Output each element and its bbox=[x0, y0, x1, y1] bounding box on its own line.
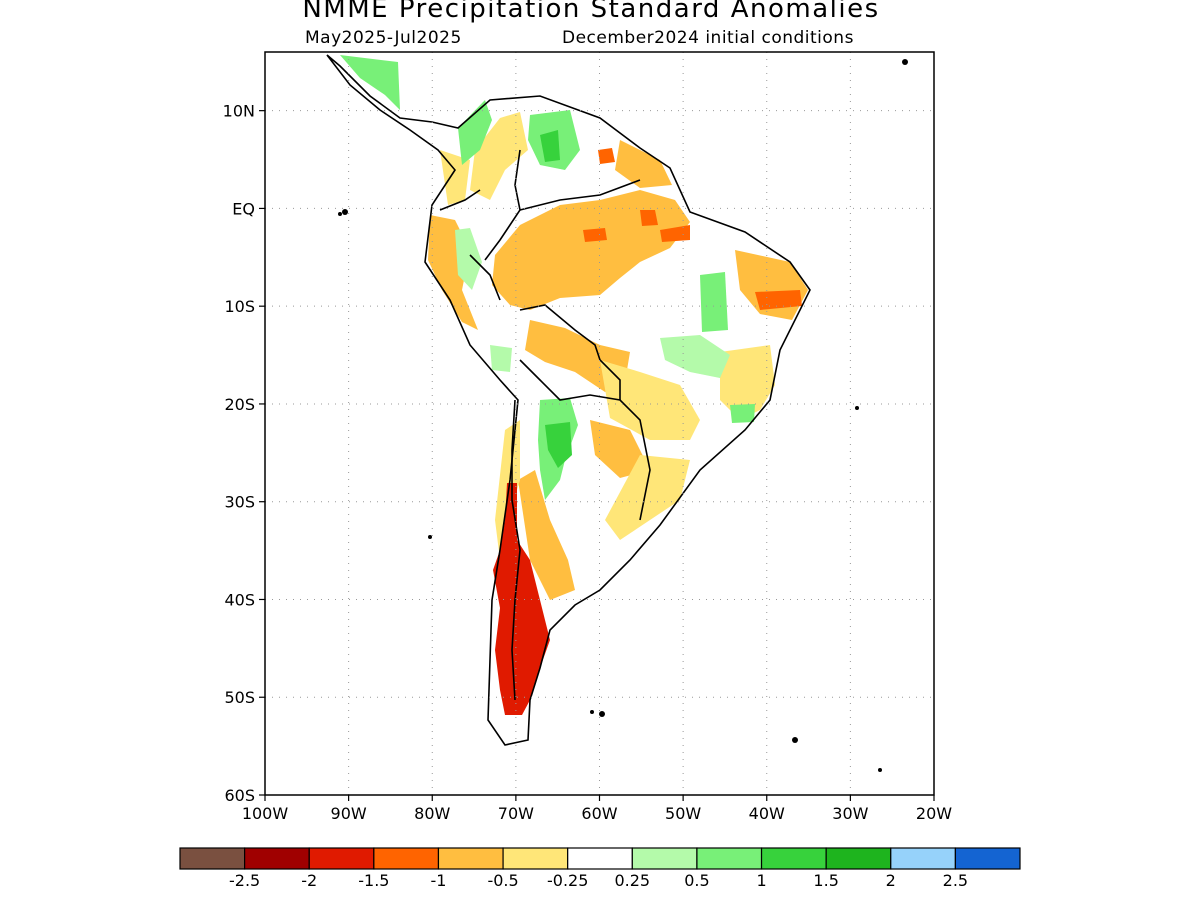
anomaly-wet-strong bbox=[540, 130, 560, 162]
colorbar-swatch bbox=[954, 847, 1021, 870]
lon-tick-label: 40W bbox=[749, 804, 785, 823]
colorbar-swatch bbox=[567, 847, 633, 870]
lon-tick-label: 60W bbox=[581, 804, 617, 823]
lat-tick-label: 10N bbox=[223, 102, 255, 121]
colorbar-label: 0.5 bbox=[684, 871, 709, 890]
anomaly-wet-moderate bbox=[340, 55, 400, 110]
anomaly-wet-light bbox=[660, 335, 730, 378]
colorbar-label: 0.25 bbox=[614, 871, 650, 890]
anomaly-dry-moderate bbox=[615, 140, 672, 188]
lat-tick-label: 40S bbox=[224, 590, 255, 609]
colorbar-swatch bbox=[373, 847, 440, 870]
colorbar-swatch bbox=[760, 847, 827, 870]
colorbar-swatch bbox=[631, 847, 698, 870]
colorbar-label: -2.5 bbox=[229, 871, 260, 890]
colorbar-label: -0.5 bbox=[487, 871, 518, 890]
colorbar-swatch bbox=[502, 847, 569, 870]
anomaly-wet-light bbox=[455, 228, 482, 290]
lat-tick-label: 20S bbox=[224, 395, 255, 414]
lat-tick-label: 60S bbox=[224, 786, 255, 805]
colorbar-label: -2 bbox=[301, 871, 317, 890]
anomaly-dry-light bbox=[600, 360, 700, 440]
colorbar-swatch bbox=[696, 847, 763, 870]
lon-tick-label: 30W bbox=[832, 804, 868, 823]
lon-tick-label: 70W bbox=[498, 804, 534, 823]
colorbar-swatch bbox=[437, 847, 504, 870]
colorbar-label: 1.5 bbox=[813, 871, 838, 890]
lon-tick-label: 100W bbox=[242, 804, 289, 823]
lat-tick-label: 30S bbox=[224, 493, 255, 512]
coastline-borders bbox=[326, 54, 811, 746]
anomaly-wet-moderate bbox=[730, 404, 755, 423]
lat-tick-label: 50S bbox=[224, 688, 255, 707]
anomaly-dry-severe bbox=[493, 483, 550, 715]
anomaly-wet-light bbox=[490, 345, 512, 372]
anomaly-dry-strong bbox=[583, 228, 607, 242]
colorbar-swatch bbox=[244, 847, 310, 870]
colorbar-swatch bbox=[825, 847, 892, 870]
islands bbox=[338, 59, 908, 772]
lat-tick-label: 10S bbox=[224, 297, 255, 316]
forecast-period: May2025-Jul2025 bbox=[305, 28, 462, 48]
anomaly-dry-moderate bbox=[492, 190, 690, 310]
colorbar-label: 2.5 bbox=[943, 871, 968, 890]
anomaly-fill-layer bbox=[326, 54, 908, 772]
anomaly-wet-moderate bbox=[700, 272, 728, 332]
anomaly-dry-light bbox=[720, 345, 775, 420]
color-scale-bar: -2.5 -2 -1.5 -1 -0.5 -0.25 0.25 0.5 1 1.5 2 2.5 bbox=[179, 847, 1021, 890]
colorbar-label: 2 bbox=[886, 871, 896, 890]
anomaly-wet-moderate bbox=[458, 100, 492, 165]
anomaly-wet-strong bbox=[545, 422, 572, 468]
anomaly-dry-moderate bbox=[518, 470, 575, 600]
map-grid bbox=[265, 52, 934, 795]
colorbar-label: 1 bbox=[756, 871, 766, 890]
colorbar-swatch bbox=[890, 847, 956, 870]
lon-tick-label: 90W bbox=[331, 804, 367, 823]
anomaly-dry-moderate bbox=[590, 420, 650, 478]
axis-ticks: 100W 90W 80W 70W 60W 50W 40W 30W 20W 10N EQ 10S 20S 3… bbox=[223, 102, 953, 823]
anomaly-dry-light bbox=[470, 112, 528, 200]
anomaly-dry-strong bbox=[660, 225, 690, 242]
lon-tick-label: 20W bbox=[916, 804, 952, 823]
lat-tick-label: EQ bbox=[232, 199, 255, 218]
lon-tick-label: 50W bbox=[665, 804, 701, 823]
colorbar-label: -1.5 bbox=[358, 871, 389, 890]
lon-tick-label: 80W bbox=[414, 804, 450, 823]
initial-conditions: December2024 initial conditions bbox=[562, 28, 854, 48]
anomaly-dry-strong bbox=[640, 210, 658, 226]
colorbar-label: -0.25 bbox=[547, 871, 588, 890]
anomaly-dry-light bbox=[605, 455, 690, 540]
colorbar-swatch bbox=[308, 847, 375, 870]
anomaly-dry-strong bbox=[598, 148, 615, 164]
map-title: NMME Precipitation Standard Anomalies bbox=[302, 0, 880, 24]
colorbar-swatch bbox=[179, 847, 246, 870]
colorbar-label: -1 bbox=[430, 871, 446, 890]
